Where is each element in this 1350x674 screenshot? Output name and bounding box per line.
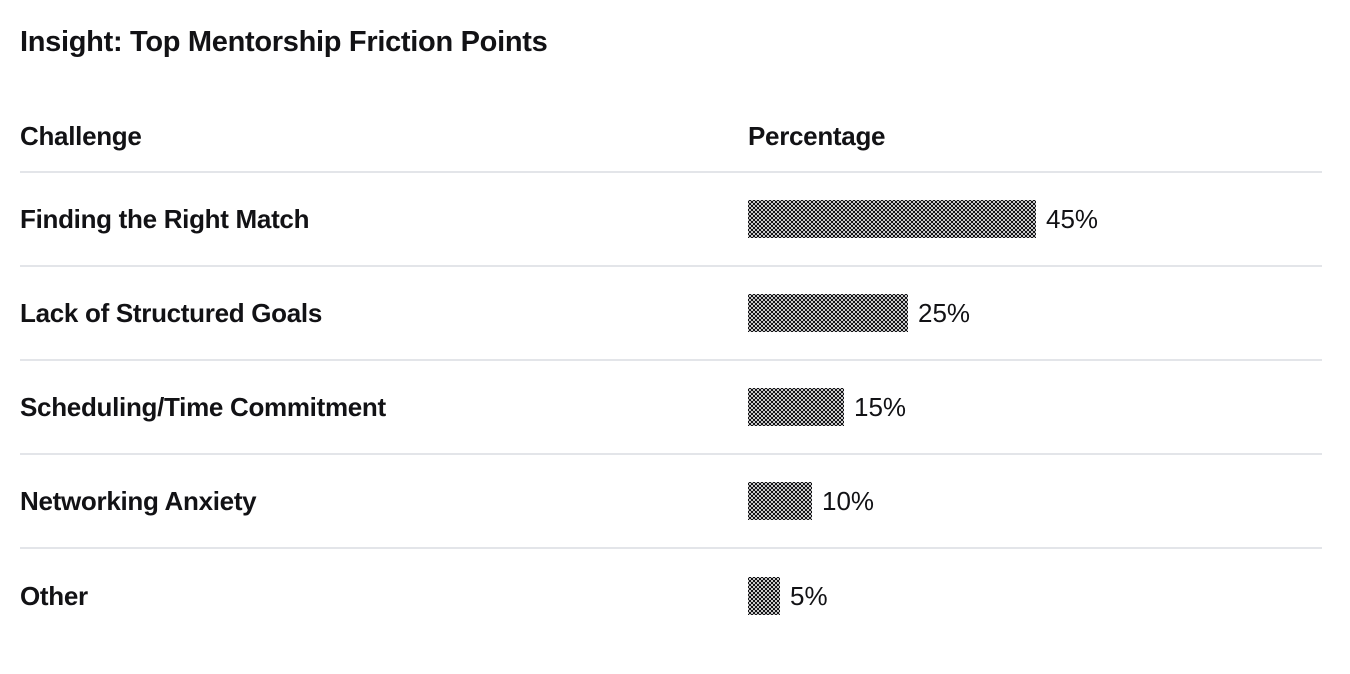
- percentage-cell: 25%: [748, 293, 1322, 332]
- friction-points-table: Challenge Percentage Finding the Right M…: [20, 120, 1322, 643]
- challenge-label: Other: [20, 580, 88, 611]
- percentage-value: 25%: [918, 297, 971, 328]
- page: Insight: Top Mentorship Friction Points …: [0, 25, 1350, 674]
- percentage-bar: [748, 387, 844, 426]
- percentage-value: 15%: [854, 391, 907, 422]
- percentage-cell: 45%: [748, 199, 1322, 238]
- page-title: Insight: Top Mentorship Friction Points: [20, 26, 548, 58]
- percentage-cell: 5%: [748, 576, 1322, 615]
- table-row: Networking Anxiety 10%: [20, 455, 1322, 549]
- table-row: Other 5%: [20, 549, 1322, 643]
- percentage-bar: [748, 199, 1036, 238]
- percentage-bar: [748, 576, 780, 615]
- percentage-cell: 15%: [748, 387, 1322, 426]
- percentage-value: 5%: [790, 580, 828, 611]
- table-row: Finding the Right Match 45%: [20, 173, 1322, 267]
- challenge-label: Scheduling/Time Commitment: [20, 391, 386, 422]
- column-header-percentage: Percentage: [748, 120, 886, 151]
- challenge-label: Finding the Right Match: [20, 203, 310, 234]
- percentage-value: 45%: [1046, 203, 1099, 234]
- percentage-bar: [748, 481, 812, 520]
- percentage-value: 10%: [822, 485, 875, 516]
- table-header-row: Challenge Percentage: [20, 120, 1322, 173]
- percentage-bar: [748, 293, 908, 332]
- challenge-label: Lack of Structured Goals: [20, 297, 322, 328]
- column-header-challenge: Challenge: [20, 120, 142, 151]
- challenge-label: Networking Anxiety: [20, 485, 257, 516]
- table-row: Scheduling/Time Commitment 15%: [20, 361, 1322, 455]
- table-row: Lack of Structured Goals 25%: [20, 267, 1322, 361]
- percentage-cell: 10%: [748, 481, 1322, 520]
